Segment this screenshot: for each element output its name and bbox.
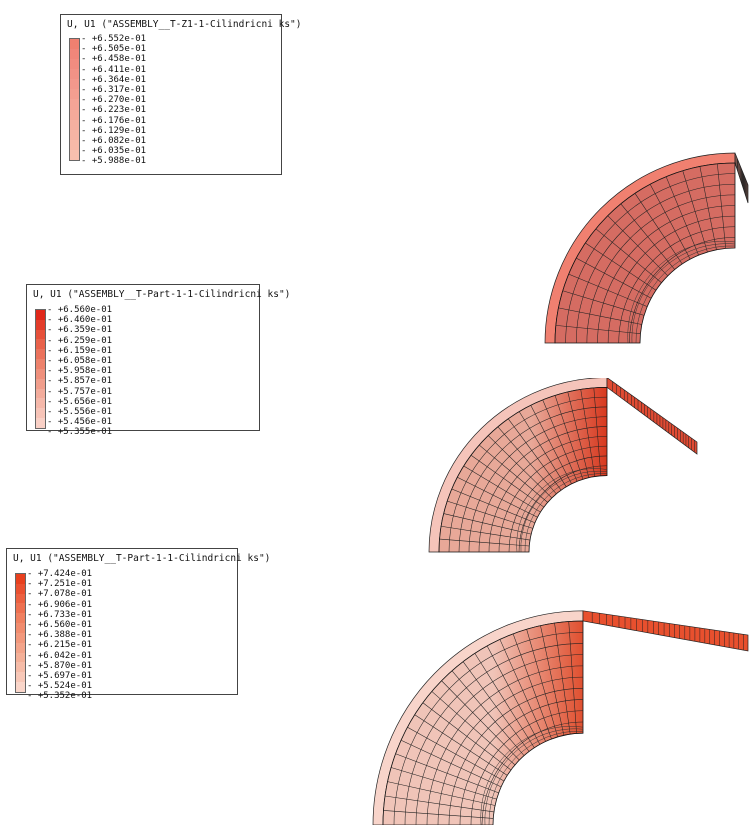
legend-2-swatch [36, 319, 45, 330]
fem-model-view-3 [372, 610, 749, 825]
legend-2-swatch [36, 359, 45, 369]
legend-1-swatch [70, 119, 79, 130]
legend-1-swatch [70, 89, 79, 100]
legend-1-title: U, U1 ("ASSEMBLY__T-Z1-1-Cilindricni ks"… [67, 19, 302, 30]
legend-3-value: +6.906e-01 [27, 600, 92, 610]
legend-3-value: +6.042e-01 [27, 651, 92, 661]
legend-3-swatch [16, 642, 25, 653]
legend-1-value: +6.223e-01 [81, 105, 146, 115]
legend-2-swatch [36, 418, 45, 428]
legend-1-labels: +6.552e-01+6.505e-01+6.458e-01+6.411e-01… [81, 34, 146, 166]
legend-3-swatch [16, 613, 25, 624]
legend-2: U, U1 ("ASSEMBLY__T-Part-1-1-Cilindricni… [26, 284, 290, 437]
legend-2-title: U, U1 ("ASSEMBLY__T-Part-1-1-Cilindricni… [33, 289, 291, 300]
legend-3-swatch [16, 662, 25, 673]
legend-3-color-bar [15, 573, 26, 693]
legend-1-swatch [70, 49, 79, 60]
legend-3-value: +7.251e-01 [27, 579, 92, 589]
legend-2-labels: +6.560e-01+6.460e-01+6.359e-01+6.259e-01… [47, 305, 112, 437]
legend-3-swatch [16, 682, 25, 692]
legend-3-value: +6.733e-01 [27, 610, 92, 620]
legend-1-swatch [70, 69, 79, 80]
legend-3-swatch [16, 632, 25, 643]
legend-3-value: +5.524e-01 [27, 681, 92, 691]
legend-2-swatch [36, 398, 45, 409]
legend-3-swatch [16, 623, 25, 633]
legend-2-swatch [36, 349, 45, 360]
legend-3-title: U, U1 ("ASSEMBLY__T-Part-1-1-Cilindricni… [13, 553, 271, 564]
legend-1-swatch [70, 39, 79, 50]
legend-2-value: +6.159e-01 [47, 346, 112, 356]
legend-3-swatch [16, 593, 25, 604]
legend-2-swatch [36, 408, 45, 419]
legend-2-color-bar [35, 309, 46, 429]
legend-1-swatch [70, 79, 79, 90]
legend-1-swatch [70, 139, 79, 150]
legend-2-value: +5.757e-01 [47, 387, 112, 397]
legend-2-value: +5.456e-01 [47, 417, 112, 427]
legend-1-swatch [70, 129, 79, 140]
legend-1-swatch [70, 109, 79, 120]
legend-3-value: +5.870e-01 [27, 661, 92, 671]
legend-2-swatch [36, 378, 45, 389]
legend-2-value: +5.958e-01 [47, 366, 112, 376]
legend-1-value: +6.035e-01 [81, 146, 146, 156]
legend-2-swatch [36, 310, 45, 320]
legend-1-value: +6.411e-01 [81, 65, 146, 75]
legend-3-swatch [16, 603, 25, 614]
legend-3-swatch [16, 574, 25, 584]
legend-1-swatch [70, 99, 79, 110]
legend-3: U, U1 ("ASSEMBLY__T-Part-1-1-Cilindricni… [6, 548, 270, 701]
legend-2-value: +6.259e-01 [47, 336, 112, 346]
legend-3-value: +6.388e-01 [27, 630, 92, 640]
legend-1-value: +6.270e-01 [81, 95, 146, 105]
legend-2-swatch [36, 329, 45, 340]
legend-3-value: +7.078e-01 [27, 589, 92, 599]
legend-3-value: +7.424e-01 [27, 569, 92, 579]
legend-1: U, U1 ("ASSEMBLY__T-Z1-1-Cilindricni ks"… [60, 14, 302, 175]
legend-2-value: +5.355e-01 [47, 427, 112, 437]
legend-3-value: +5.352e-01 [27, 691, 92, 701]
legend-2-swatch [36, 388, 45, 399]
legend-3-swatch [16, 652, 25, 663]
legend-2-swatch [36, 339, 45, 350]
legend-1-swatch [70, 59, 79, 70]
legend-1-value: +6.317e-01 [81, 85, 146, 95]
legend-1-value: +5.988e-01 [81, 156, 146, 166]
legend-2-value: +5.556e-01 [47, 407, 112, 417]
legend-1-value: +6.458e-01 [81, 54, 146, 64]
legend-3-swatch [16, 672, 25, 683]
legend-2-value: +6.460e-01 [47, 315, 112, 325]
legend-2-value: +6.058e-01 [47, 356, 112, 366]
legend-1-color-bar [69, 38, 80, 161]
legend-3-labels: +7.424e-01+7.251e-01+7.078e-01+6.906e-01… [27, 569, 92, 701]
legend-1-value: +6.552e-01 [81, 34, 146, 44]
legend-1-value: +6.129e-01 [81, 126, 146, 136]
legend-1-value: +6.176e-01 [81, 116, 146, 126]
fem-model-view-1 [544, 152, 749, 344]
legend-2-swatch [36, 368, 45, 379]
legend-3-value: +6.215e-01 [27, 640, 92, 650]
legend-1-value: +6.505e-01 [81, 44, 146, 54]
legend-1-value: +6.364e-01 [81, 75, 146, 85]
legend-3-value: +6.560e-01 [27, 620, 92, 630]
legend-2-value: +6.359e-01 [47, 325, 112, 335]
legend-2-value: +6.560e-01 [47, 305, 112, 315]
legend-1-swatch [70, 149, 79, 160]
legend-3-value: +5.697e-01 [27, 671, 92, 681]
fem-model-view-2 [428, 378, 698, 553]
legend-1-value: +6.082e-01 [81, 136, 146, 146]
legend-2-value: +5.857e-01 [47, 376, 112, 386]
legend-3-swatch [16, 583, 25, 594]
legend-2-value: +5.656e-01 [47, 397, 112, 407]
